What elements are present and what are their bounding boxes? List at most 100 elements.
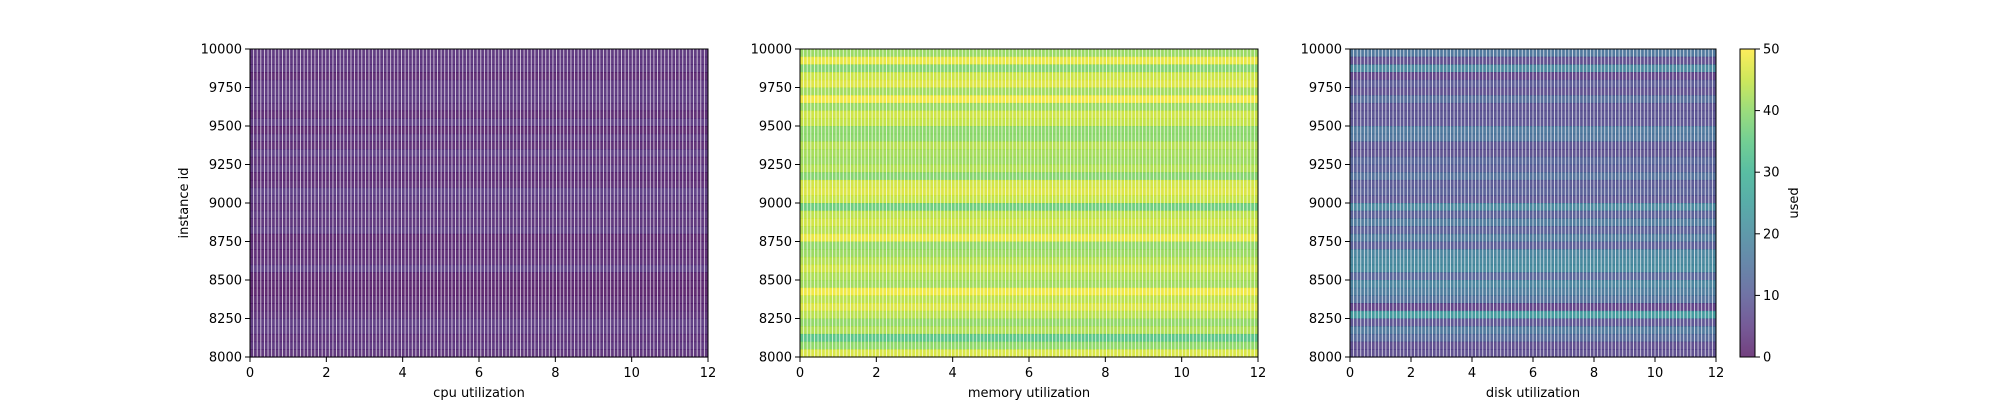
heatmap-row-memory [800, 310, 1258, 320]
heatmap-row-memory [800, 241, 1258, 250]
colorbar-label: used [1787, 187, 1802, 218]
heatmap-row-cpu [250, 303, 708, 312]
y-ticks-memory: 8000 8250 8500 8750 9000 9250 9500 9750 10000 [751, 43, 800, 366]
heatmap-row-cpu [250, 110, 708, 119]
colorbar-tick-label: 40 [1763, 104, 1780, 119]
y-ticks-cpu: 8000 8250 8500 8750 9000 9250 9500 9750 10000 [201, 43, 250, 366]
y-axis-label: instance id [177, 167, 192, 238]
x-tick-label: 0 [1346, 366, 1354, 381]
heatmap-row-memory [800, 187, 1258, 196]
heatmap-row-memory [800, 349, 1258, 358]
heatmap-row-memory [800, 56, 1258, 65]
heatmap-panel-disk: 0 2 4 6 8 10 12 8000 8250 8500 8750 9000 9250 9500 97… [1301, 43, 1725, 400]
heatmap-row-cpu [250, 280, 708, 289]
heatmap-row-memory [800, 218, 1258, 227]
heatmap-row-cpu [250, 95, 708, 104]
heatmap-row-cpu [250, 156, 708, 166]
heatmap-row-memory [800, 318, 1258, 327]
y-tick-label: 8750 [209, 235, 242, 250]
heatmap-row-memory [800, 280, 1258, 289]
heatmap-row-cpu [250, 349, 708, 358]
heatmap-row-memory [800, 87, 1258, 96]
heatmap-row-cpu [250, 241, 708, 250]
y-tick-label: 9500 [759, 120, 792, 135]
heatmap-row-memory [800, 287, 1258, 296]
y-tick-label: 9750 [1309, 81, 1342, 96]
y-tick-label: 9250 [759, 158, 792, 173]
x-axis-label-memory: memory utilization [968, 386, 1090, 400]
heatmap-row-memory [800, 64, 1258, 73]
heatmap-row-memory [800, 226, 1258, 235]
y-tick-label: 8500 [1309, 274, 1342, 289]
colorbar-tick-label: 0 [1763, 351, 1771, 366]
heatmap-row-memory [800, 49, 1258, 58]
heatmap-row-memory [800, 303, 1258, 312]
x-tick-label: 6 [1529, 366, 1537, 381]
heatmap-row-memory [800, 141, 1258, 150]
heatmap-row-memory [800, 333, 1258, 343]
x-ticks-disk: 0 2 4 6 8 10 12 [1346, 357, 1724, 381]
x-ticks-cpu: 0 2 4 6 8 10 12 [246, 357, 716, 381]
heatmap-row-cpu [250, 187, 708, 196]
heatmap-row-cpu [250, 264, 708, 273]
x-tick-label: 2 [1407, 366, 1415, 381]
heatmap-row-cpu [250, 256, 708, 266]
heatmap-row-memory [800, 341, 1258, 350]
heatmap-row-memory [800, 118, 1258, 127]
y-tick-label: 9000 [759, 197, 792, 212]
x-tick-label: 12 [700, 366, 717, 381]
y-tick-label: 9500 [1309, 120, 1342, 135]
heatmap-row-cpu [250, 172, 708, 181]
heatmap-cells-disk [1350, 49, 1716, 358]
colorbar-frame [1739, 48, 1756, 358]
heatmap-row-cpu [250, 149, 708, 158]
heatmap-row-cpu [250, 233, 708, 243]
colorbar-gradient [1740, 49, 1755, 357]
heatmap-row-cpu [250, 49, 708, 58]
heatmap-row-cpu [250, 56, 708, 65]
heatmap-cells-cpu [250, 49, 708, 358]
heatmap-row-cpu [250, 195, 708, 204]
heatmap-row-memory [800, 102, 1258, 112]
x-tick-label: 6 [1025, 366, 1033, 381]
heatmap-row-cpu [250, 126, 708, 135]
heatmap-cells-memory [800, 49, 1258, 358]
colorbar-tick-label: 50 [1763, 43, 1780, 58]
heatmap-row-cpu [250, 164, 708, 173]
heatmap-row-cpu [250, 179, 708, 189]
x-tick-label: 10 [1647, 366, 1664, 381]
y-tick-label: 8250 [209, 312, 242, 327]
heatmap-row-memory [800, 210, 1258, 219]
heatmap-row-memory [800, 110, 1258, 119]
x-tick-label: 0 [796, 366, 804, 381]
x-tick-label: 4 [1468, 366, 1476, 381]
colorbar: 0 10 20 30 40 50 used [1739, 43, 1802, 366]
heatmap-row-memory [800, 249, 1258, 258]
heatmap-row-cpu [250, 333, 708, 343]
colorbar-tick-label: 10 [1763, 289, 1780, 304]
heatmap-row-cpu [250, 87, 708, 96]
x-tick-label: 8 [1101, 366, 1109, 381]
heatmap-row-cpu [250, 272, 708, 281]
heatmap-row-cpu [250, 203, 708, 212]
heatmap-row-memory [800, 126, 1258, 135]
heatmap-row-cpu [250, 102, 708, 112]
x-tick-label: 0 [246, 366, 254, 381]
y-tick-label: 8250 [1309, 312, 1342, 327]
heatmap-row-cpu [250, 318, 708, 327]
colorbar-ticks: 0 10 20 30 40 50 [1755, 43, 1780, 366]
heatmap-row-memory [800, 203, 1258, 212]
x-axis-label-cpu: cpu utilization [433, 386, 525, 400]
y-tick-label: 8750 [1309, 235, 1342, 250]
heatmap-row-cpu [250, 226, 708, 235]
heatmap-row-cpu [250, 295, 708, 304]
heatmap-row-cpu [250, 249, 708, 258]
heatmap-row-cpu [250, 341, 708, 350]
x-tick-label: 4 [399, 366, 407, 381]
y-tick-label: 8750 [759, 235, 792, 250]
heatmap-row-memory [800, 79, 1258, 89]
x-tick-label: 8 [551, 366, 559, 381]
heatmap-row-memory [800, 256, 1258, 266]
x-tick-label: 4 [949, 366, 957, 381]
